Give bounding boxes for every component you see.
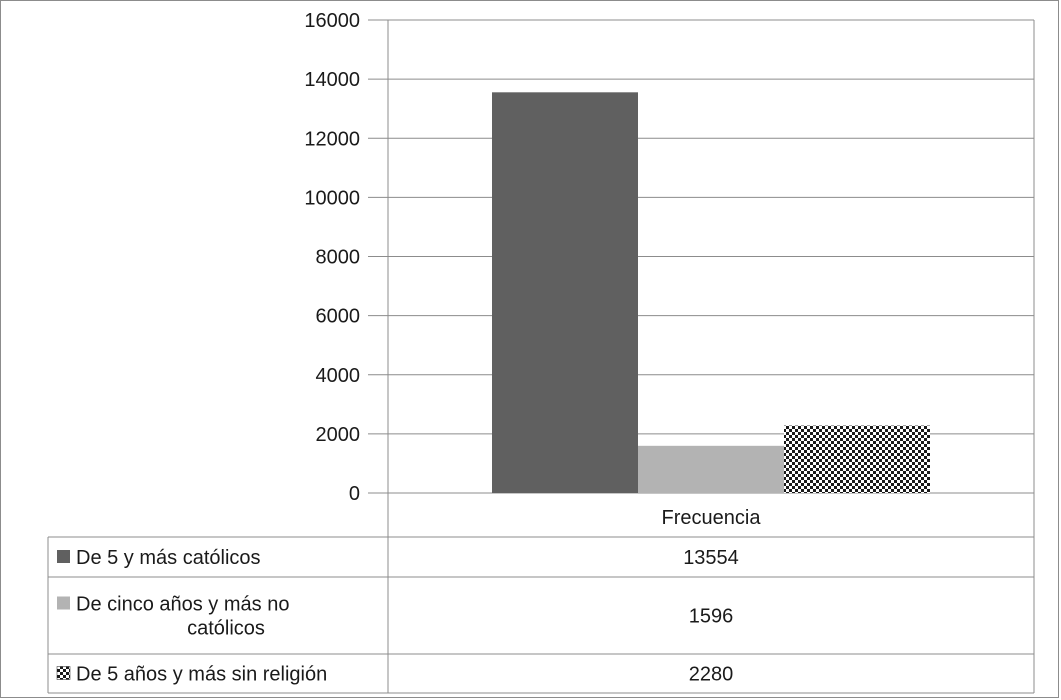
legend-swatch-2 bbox=[57, 596, 70, 610]
table-value: 13554 bbox=[683, 547, 739, 569]
bar-1 bbox=[492, 92, 638, 493]
bar-3 bbox=[784, 425, 930, 493]
y-tick-label: 14000 bbox=[304, 69, 360, 91]
y-tick-label: 2000 bbox=[316, 424, 361, 446]
table-header: Frecuencia bbox=[662, 507, 762, 529]
legend-label: De 5 años y más sin religión bbox=[76, 664, 327, 686]
table-value: 2280 bbox=[689, 664, 734, 686]
legend-label: De 5 y más católicos bbox=[76, 547, 261, 569]
y-tick-label: 12000 bbox=[304, 128, 360, 150]
table-value: 1596 bbox=[689, 606, 734, 628]
y-tick-label: 10000 bbox=[304, 187, 360, 209]
legend-label: católicos bbox=[187, 618, 265, 640]
legend-swatch-1 bbox=[57, 550, 70, 563]
y-tick-label: 8000 bbox=[316, 247, 361, 269]
legend-label: De cinco años y más no bbox=[76, 594, 289, 616]
legend-swatch-3 bbox=[56, 666, 71, 680]
y-tick-label: 16000 bbox=[304, 10, 360, 32]
y-tick-label: 0 bbox=[349, 483, 360, 505]
y-tick-label: 4000 bbox=[316, 365, 361, 387]
y-tick-label: 6000 bbox=[316, 306, 361, 328]
bar-2 bbox=[638, 445, 784, 493]
